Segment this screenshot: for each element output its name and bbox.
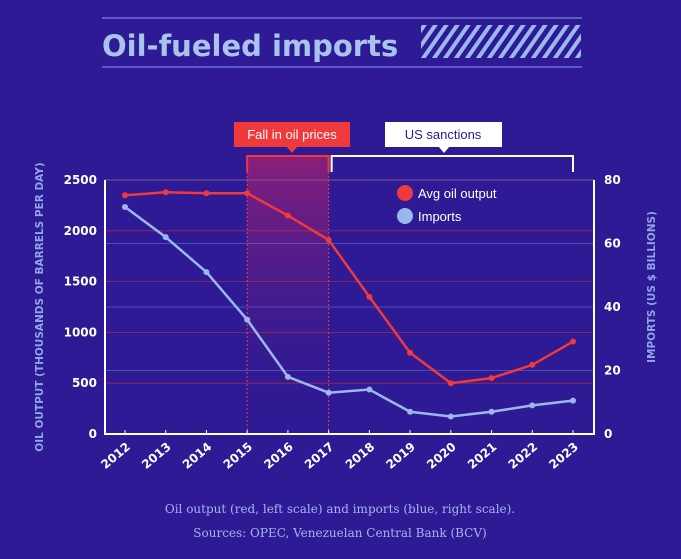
data-point-oil — [244, 190, 251, 197]
hatch-decoration — [421, 25, 581, 58]
caption-line2: Sources: OPEC, Venezuelan Central Bank (… — [193, 526, 486, 540]
data-point-oil — [203, 190, 210, 197]
fall-label-box — [234, 122, 350, 147]
y-tick-right: 40 — [604, 300, 621, 314]
sanctions-label-pointer — [438, 146, 450, 153]
y-tick-right: 60 — [604, 237, 621, 251]
legend-swatch-imports — [397, 208, 413, 224]
fall-label-pointer — [286, 146, 298, 153]
data-point-imports — [162, 234, 169, 241]
chart-title: Oil-fueled imports — [102, 29, 398, 63]
x-tick-label: 2020 — [424, 440, 459, 472]
x-tick-label: 2012 — [98, 440, 133, 472]
x-tick-label: 2019 — [383, 440, 418, 472]
y-tick-left: 1500 — [64, 275, 97, 289]
y-tick-right: 20 — [604, 364, 621, 378]
data-point-oil — [570, 338, 576, 345]
legend-label-oil: Avg oil output — [418, 186, 497, 201]
series-line-imports — [124, 205, 574, 418]
x-tick-label: 2016 — [261, 440, 296, 472]
legend-label-imports: Imports — [418, 209, 462, 224]
data-point-imports — [447, 413, 454, 420]
sanctions-label: US sanctions — [405, 127, 482, 142]
y-tick-right: 0 — [604, 427, 612, 441]
x-tick-label: 2017 — [302, 440, 337, 472]
sanctions-bracket — [330, 155, 574, 172]
x-tick-label: 2013 — [139, 440, 174, 472]
legend-swatch-oil — [397, 185, 413, 201]
data-point-imports — [407, 408, 414, 415]
data-point-imports — [570, 397, 576, 404]
axes — [104, 180, 595, 435]
x-tick-label: 2018 — [343, 440, 378, 472]
data-point-oil — [488, 375, 495, 382]
data-point-imports — [203, 269, 210, 276]
data-point-oil — [529, 361, 536, 368]
x-tick-label: 2022 — [506, 440, 541, 472]
y-tick-left: 500 — [72, 376, 97, 390]
data-point-imports — [284, 373, 291, 380]
x-tick-label: 2023 — [546, 440, 581, 472]
series-line-oil — [124, 190, 574, 385]
x-tick-label: 2021 — [465, 440, 500, 472]
y-tick-right: 80 — [604, 173, 621, 187]
y-axis-label-left: OIL OUTPUT (THOUSANDS OF BARRELS PER DAY… — [34, 162, 46, 451]
x-tick-label: 2014 — [180, 440, 215, 472]
caption-line1: Oil output (red, left scale) and imports… — [165, 502, 515, 516]
fall-band — [247, 156, 329, 434]
data-point-oil — [325, 236, 332, 243]
y-tick-left: 0 — [89, 427, 97, 441]
data-point-oil — [284, 212, 291, 219]
data-point-oil — [447, 380, 454, 387]
data-point-imports — [244, 316, 251, 323]
x-tick-label: 2015 — [221, 440, 256, 472]
data-point-imports — [529, 402, 536, 409]
data-point-imports — [325, 389, 332, 396]
y-tick-left: 2000 — [64, 224, 97, 238]
y-tick-left: 1000 — [64, 325, 97, 339]
data-point-oil — [407, 349, 414, 356]
data-point-oil — [366, 293, 373, 300]
y-tick-left: 2500 — [64, 173, 97, 187]
fall-bracket — [246, 155, 330, 172]
sanctions-label-box — [385, 122, 502, 147]
data-point-imports — [488, 408, 495, 415]
y-axis-label-right: IMPORTS (US $ BILLIONS) — [646, 211, 658, 363]
data-point-imports — [122, 203, 128, 210]
fall-label: Fall in oil prices — [247, 127, 337, 142]
data-point-oil — [122, 192, 128, 199]
data-point-imports — [366, 386, 373, 393]
data-point-oil — [162, 189, 169, 196]
